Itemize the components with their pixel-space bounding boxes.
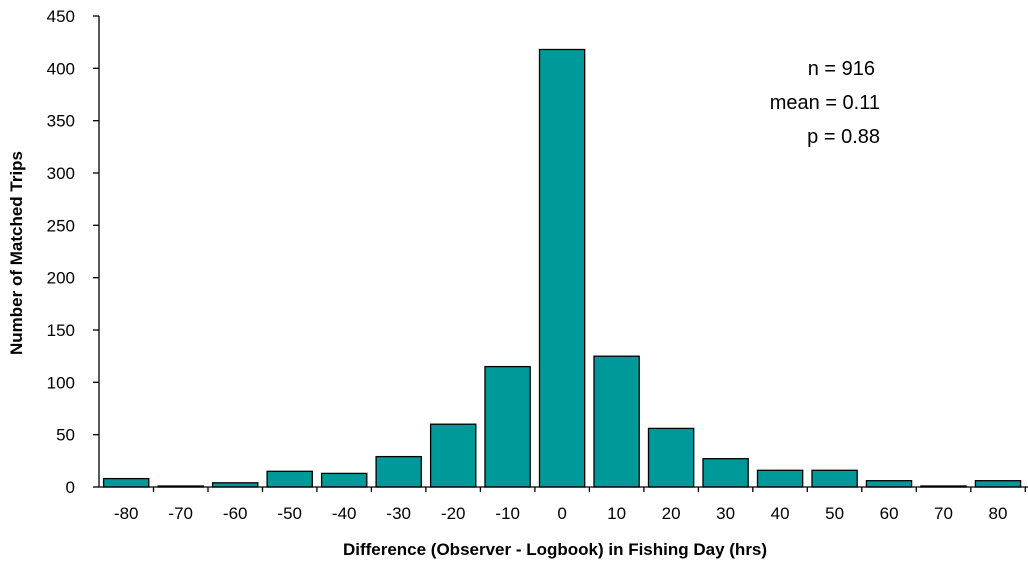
y-tick-label: 100 [47, 373, 75, 392]
x-tick-label: 20 [662, 504, 681, 523]
y-tick-label: 250 [47, 216, 75, 235]
annotation-n: n = 916 [808, 58, 875, 80]
bar-30 [702, 458, 749, 488]
y-tick-label: 400 [47, 59, 75, 78]
x-tick-label: 80 [989, 504, 1008, 523]
x-ticks-group: -80 -70 -60 -50 -40 -30 -20 -10 0 10 20 30 40 50 60 70 8… [114, 487, 1026, 523]
bar-60 [865, 480, 913, 488]
bar--20 [429, 423, 477, 488]
x-tick-label: -50 [277, 504, 302, 523]
y-tick-label: 450 [47, 7, 75, 26]
x-tick-label: 0 [557, 504, 566, 523]
bar-20 [647, 427, 695, 488]
y-tick-label: 200 [47, 269, 75, 288]
bar--10 [484, 365, 531, 488]
bars-group [102, 48, 1022, 488]
bar-10 [593, 355, 640, 488]
x-tick-label: 40 [771, 504, 790, 523]
x-tick-label: -60 [223, 504, 248, 523]
bar--50 [266, 470, 313, 488]
x-tick-label: -70 [168, 504, 193, 523]
y-tick-label: 300 [47, 164, 75, 183]
x-tick-label: 50 [825, 504, 844, 523]
x-tick-label: -40 [332, 504, 357, 523]
bar-80 [974, 480, 1022, 488]
annotation-box: n = 916 mean = 0.11 p = 0.88 [770, 58, 880, 148]
x-tick-label: 60 [880, 504, 899, 523]
x-tick-label: 10 [607, 504, 626, 523]
annotation-p: p = 0.88 [807, 126, 880, 148]
y-tick-label: 0 [66, 478, 75, 497]
x-axis-title: Difference (Observer - Logbook) in Fishi… [343, 540, 767, 559]
annotation-mean: mean = 0.11 [770, 92, 880, 114]
x-tick-label: -80 [114, 504, 139, 523]
y-axis-title: Number of Matched Trips [7, 151, 26, 355]
x-tick-label: 30 [716, 504, 735, 523]
y-tick-label: 50 [56, 426, 75, 445]
x-tick-label: -20 [441, 504, 466, 523]
bar-50 [811, 469, 858, 488]
y-ticks-group: 0 50 100 150 200 250 300 350 400 450 [47, 7, 99, 497]
y-tick-label: 350 [47, 112, 75, 131]
bar-0 [538, 48, 586, 488]
y-tick-label: 150 [47, 321, 75, 340]
bar--80 [102, 477, 150, 488]
x-tick-label: -30 [386, 504, 411, 523]
bar-40 [756, 469, 804, 488]
bar--40 [320, 472, 368, 488]
x-tick-label: -10 [495, 504, 520, 523]
bar--30 [375, 455, 422, 488]
x-tick-label: 70 [934, 504, 953, 523]
